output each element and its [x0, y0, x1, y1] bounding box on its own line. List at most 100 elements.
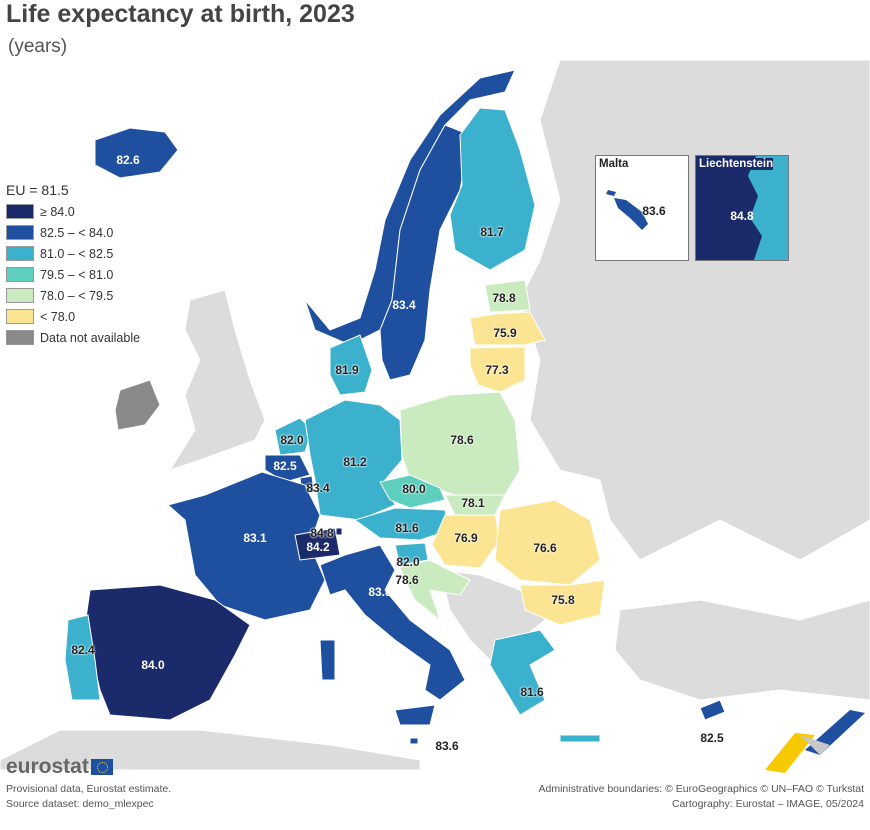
legend-label: 82.5 – < 84.0 — [40, 225, 114, 240]
inset-malta-title: Malta — [599, 158, 629, 170]
value-label-netherlands: 82.0 — [280, 433, 304, 447]
legend-swatch — [6, 225, 34, 240]
country-liechtenstein — [335, 527, 343, 536]
image-logo-icon — [765, 710, 865, 773]
value-label-finland: 81.7 — [480, 225, 504, 239]
legend: EU = 81.5 ≥ 84.0 82.5 – < 84.0 81.0 – < 82… — [6, 182, 140, 348]
country-iceland — [94, 127, 179, 179]
inset-liechtenstein-title: Liechtenstein — [699, 158, 774, 170]
legend-swatch — [6, 330, 34, 345]
value-label-croatia: 78.6 — [395, 573, 419, 587]
legend-label: 81.0 – < 82.5 — [40, 246, 114, 261]
non-eu-land-east — [519, 59, 870, 561]
legend-item: 79.5 – < 81.0 — [6, 264, 140, 285]
legend-item: ≥ 84.0 — [6, 201, 140, 222]
country-sweden — [379, 124, 471, 381]
value-label-slovenia: 82.0 — [396, 555, 420, 569]
legend-label: ≥ 84.0 — [40, 204, 75, 219]
footer-credit-cartography: Cartography: Eurostat – IMAGE, 05/2024 — [671, 798, 864, 810]
country-portugal — [64, 614, 101, 701]
liechtenstein-shape — [696, 156, 762, 260]
footer-credits: Administrative boundaries: © EuroGeograp… — [538, 782, 864, 812]
value-label-malta: 83.6 — [435, 739, 459, 753]
map-title: Life expectancy at birth, 2023 — [6, 0, 355, 28]
value-label-cyprus: 82.5 — [700, 731, 724, 745]
country-denmark — [329, 334, 373, 396]
country-italy — [319, 544, 466, 726]
legend-label: 79.5 – < 81.0 — [40, 267, 114, 282]
country-bulgaria — [519, 579, 606, 626]
value-label-liechtenstein: 84.8 — [310, 526, 334, 540]
value-label-estonia: 78.8 — [492, 291, 516, 305]
malta-shape — [606, 190, 648, 230]
legend-item: Data not available — [6, 327, 140, 348]
country-finland — [449, 107, 536, 271]
country-ireland — [114, 379, 161, 431]
legend-swatch — [6, 246, 34, 261]
inset-malta: Malta 83.6 — [595, 155, 689, 261]
value-label-slovakia: 78.1 — [461, 496, 485, 510]
value-label-portugal: 82.4 — [71, 643, 95, 657]
country-croatia — [399, 559, 471, 622]
country-belgium — [264, 454, 311, 483]
footer-credit-boundaries: Administrative boundaries: © EuroGeograp… — [538, 783, 864, 795]
country-malta — [409, 737, 419, 745]
legend-swatch — [6, 288, 34, 303]
footer-note-source: Source dataset: demo_mlexpec — [6, 798, 154, 810]
value-label-switzerland: 84.2 — [306, 540, 330, 554]
value-label-iceland: 82.6 — [116, 153, 140, 167]
value-label-italy: 83.8 — [368, 585, 392, 599]
value-label-austria: 81.6 — [395, 521, 419, 535]
value-label-lithuania: 77.3 — [485, 363, 509, 377]
map-subtitle: (years) — [8, 36, 68, 57]
value-label-czechia: 80.0 — [402, 482, 426, 496]
value-label-spain: 84.0 — [141, 658, 165, 672]
inset-liechtenstein-value: 84.8 — [730, 209, 754, 223]
country-latvia — [469, 311, 546, 346]
legend-item: 78.0 – < 79.5 — [6, 285, 140, 306]
non-eu-land-uk — [168, 289, 266, 471]
value-label-bulgaria: 75.8 — [551, 593, 575, 607]
value-label-romania: 76.6 — [533, 541, 557, 555]
country-france — [166, 471, 326, 621]
legend-item: 82.5 – < 84.0 — [6, 222, 140, 243]
value-label-sweden: 83.4 — [392, 298, 416, 312]
value-label-luxembourg: 83.4 — [306, 481, 330, 495]
value-label-poland: 78.6 — [450, 433, 474, 447]
country-romania — [494, 499, 601, 586]
value-label-france: 83.1 — [243, 531, 267, 545]
country-cyprus — [699, 699, 726, 721]
legend-item: < 78.0 — [6, 306, 140, 327]
country-hungary — [431, 514, 501, 569]
value-label-germany: 81.2 — [343, 455, 367, 469]
country-switzerland — [294, 527, 341, 561]
legend-swatch — [6, 309, 34, 324]
value-label-norway: 83.1 — [338, 273, 362, 287]
value-label-greece: 81.6 — [520, 685, 544, 699]
country-estonia — [484, 279, 531, 313]
value-label-hungary: 76.9 — [454, 531, 478, 545]
country-greece — [489, 629, 601, 743]
country-czechia — [379, 474, 446, 509]
eurostat-logo: eurostat — [6, 755, 113, 779]
value-label-belgium: 82.5 — [273, 459, 297, 473]
value-label-latvia: 75.9 — [493, 326, 517, 340]
legend-label: 78.0 – < 79.5 — [40, 288, 114, 303]
footer-notes: Provisional data, Eurostat estimate. Sou… — [6, 782, 171, 812]
non-eu-land-turkey — [614, 599, 870, 701]
legend-label: < 78.0 — [40, 309, 76, 324]
value-label-denmark: 81.9 — [335, 363, 359, 377]
country-slovakia — [444, 494, 506, 516]
legend-label: Data not available — [40, 330, 141, 345]
inset-malta-value: 83.6 — [642, 204, 666, 218]
legend-swatch — [6, 204, 34, 219]
eurostat-logo-text: eurostat — [6, 755, 89, 778]
legend-swatch — [6, 267, 34, 282]
footer-note-provisional: Provisional data, Eurostat estimate. — [6, 783, 172, 795]
legend-eu-average: EU = 81.5 — [6, 182, 69, 198]
eu-flag-icon — [90, 759, 113, 775]
inset-liechtenstein: Liechtenstein 84.8 — [695, 155, 789, 261]
legend-item: 81.0 – < 82.5 — [6, 243, 140, 264]
